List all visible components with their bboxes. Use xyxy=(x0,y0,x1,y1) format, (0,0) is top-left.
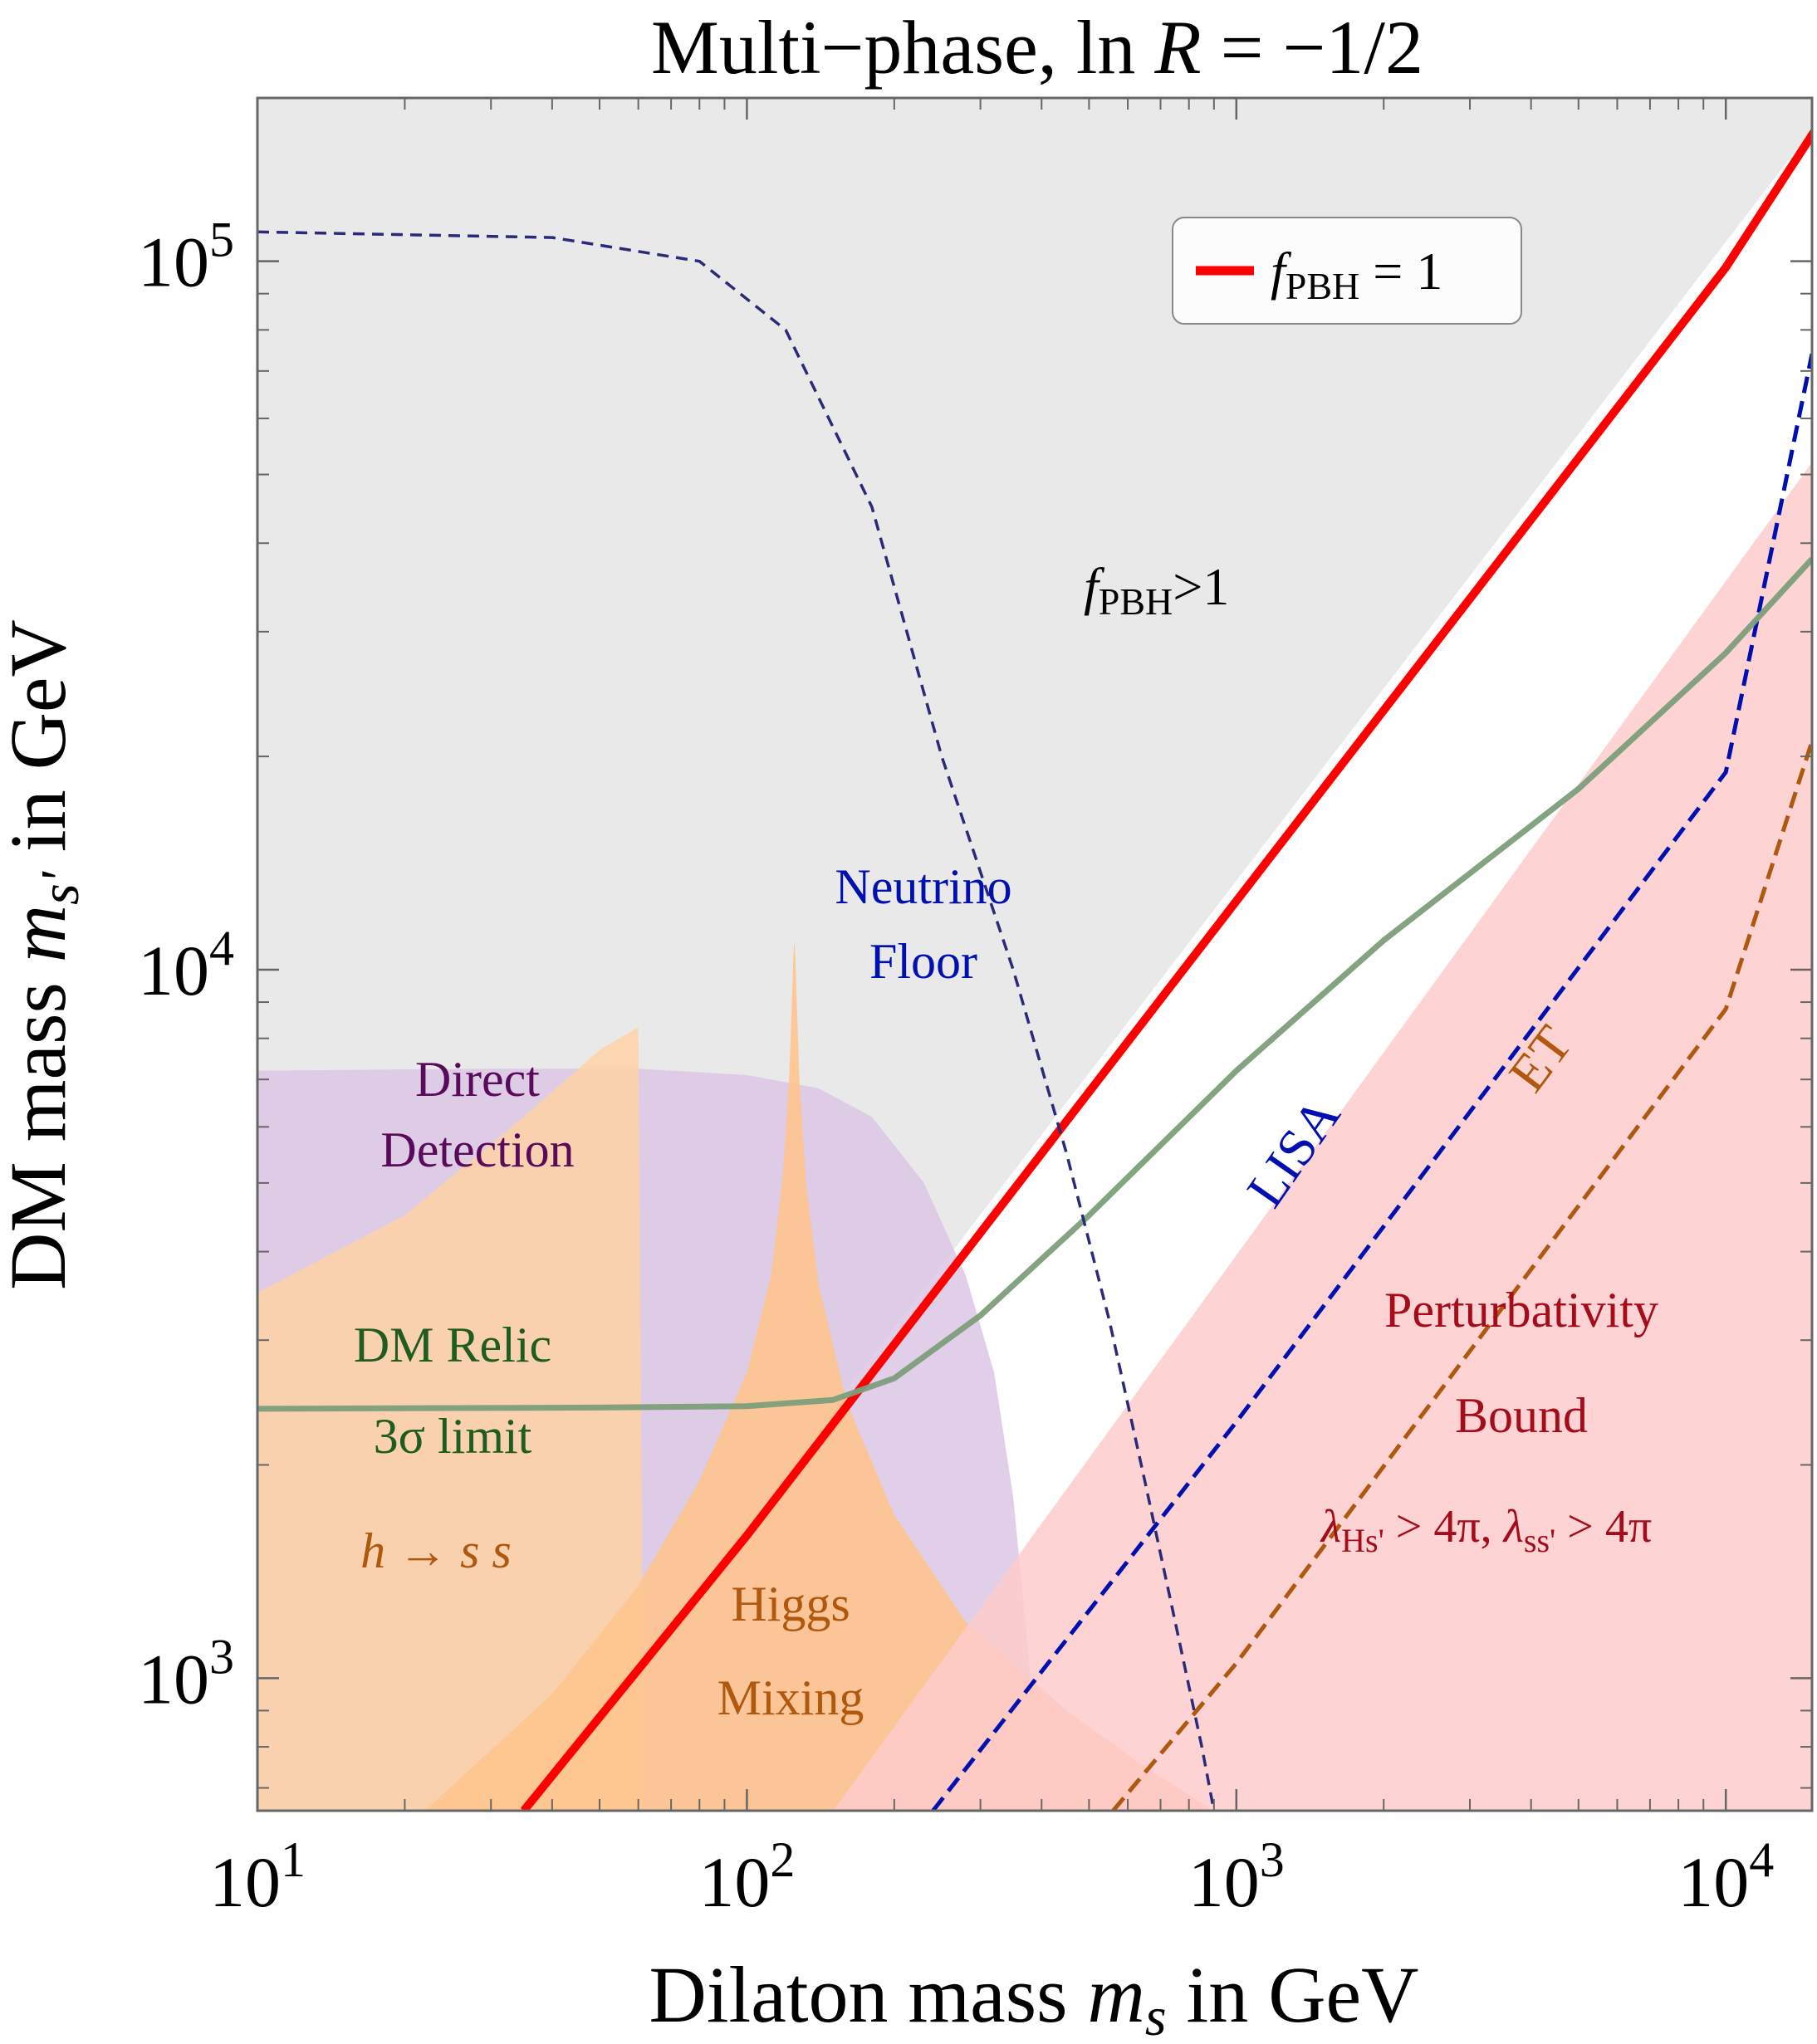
annotation-lambda-bound: λHs' > 4π, λss' > 4π xyxy=(1320,1501,1652,1559)
x-tick-label: 103 xyxy=(1188,1832,1285,1922)
annotation-dm-relic-line2: 3σ limit xyxy=(374,1409,532,1464)
y-tick-label: 103 xyxy=(138,1629,234,1719)
legend: fPBH = 1 xyxy=(1172,217,1522,325)
series-dm-relic-3-limit xyxy=(257,556,1812,1412)
legend-label-fpbh: fPBH = 1 xyxy=(1271,242,1442,307)
ticks-layer: 101 102 103 104 103 104 105 xyxy=(138,98,1812,1922)
series-lisa xyxy=(931,353,1812,1811)
series-f-pbh-1 xyxy=(520,127,1812,1811)
annotation-neutrino-floor-line2: Floor xyxy=(869,934,977,989)
x-tick-label: 101 xyxy=(209,1832,306,1922)
series-layer xyxy=(257,127,1812,1811)
annotation-direct-detection-line1: Direct xyxy=(415,1052,540,1107)
x-tick-label: 102 xyxy=(698,1832,795,1922)
annotations-layer: fPBH>1 Neutrino Floor Direct Detection D… xyxy=(354,557,1658,1725)
x-tick-label: 104 xyxy=(1677,1832,1774,1922)
y-axis-label: DM mass ms' in GeV xyxy=(0,619,91,1290)
annotation-perturbativity-line1: Perturbativity xyxy=(1384,1283,1658,1337)
annotation-h-ss: h → s s xyxy=(360,1523,512,1578)
legend-box xyxy=(1172,217,1522,325)
annotation-higgs-mixing-line1: Higgs xyxy=(731,1577,850,1631)
chart-title: Multi−phase, ln R = −1/2 xyxy=(651,5,1423,90)
annotation-fpbh-gt-1: fPBH>1 xyxy=(1084,557,1229,623)
annotation-dm-relic-line1: DM Relic xyxy=(354,1318,551,1372)
plot-frame xyxy=(256,96,1814,1812)
annotation-neutrino-floor-line1: Neutrino xyxy=(835,859,1011,914)
x-axis-label: Dilaton mass ms in GeV xyxy=(649,1950,1419,2044)
region-higgs-mixing xyxy=(424,940,1214,1811)
y-tick-label: 104 xyxy=(138,921,234,1010)
annotation-higgs-mixing-line2: Mixing xyxy=(717,1670,864,1725)
series-neutrino-floor xyxy=(257,230,1216,1811)
region-h-s-s xyxy=(257,1027,642,1811)
annotation-perturbativity-line2: Bound xyxy=(1455,1388,1588,1443)
plot-area: fPBH>1 Neutrino Floor Direct Detection D… xyxy=(138,96,1814,1922)
series-et xyxy=(1111,741,1812,1811)
annotation-direct-detection-line2: Detection xyxy=(380,1122,574,1177)
y-tick-label: 105 xyxy=(138,213,234,302)
